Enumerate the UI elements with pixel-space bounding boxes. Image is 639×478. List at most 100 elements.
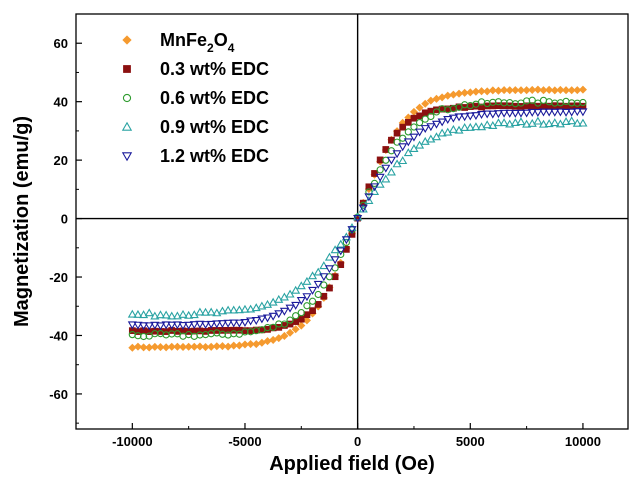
data-point <box>465 122 475 131</box>
data-point <box>420 125 430 134</box>
data-point <box>206 320 216 329</box>
data-point <box>534 99 542 107</box>
data-point <box>139 310 149 319</box>
data-point <box>393 138 401 146</box>
data-point <box>415 140 425 149</box>
data-point <box>330 256 340 265</box>
data-point <box>262 314 273 323</box>
data-point <box>313 267 323 276</box>
zero-lines <box>76 14 628 429</box>
data-point <box>465 112 475 121</box>
data-point <box>455 103 463 111</box>
data-point <box>212 342 221 351</box>
data-point <box>292 312 300 320</box>
x-axis-title: Applied field (Oe) <box>269 453 435 475</box>
data-point <box>251 303 261 312</box>
data-point <box>365 183 373 191</box>
data-point <box>320 281 328 289</box>
data-point <box>471 112 481 121</box>
data-point <box>488 86 497 95</box>
data-point <box>308 271 318 280</box>
data-point <box>505 109 515 118</box>
data-point <box>538 119 549 128</box>
data-point <box>399 134 407 142</box>
data-point <box>516 86 526 95</box>
data-point <box>567 86 576 95</box>
data-point <box>127 321 137 330</box>
data-point <box>184 342 193 351</box>
data-point <box>285 289 295 298</box>
data-point <box>184 321 194 330</box>
data-point <box>296 296 306 305</box>
data-point <box>195 307 205 316</box>
data-point <box>280 331 289 340</box>
data-point <box>133 309 143 318</box>
data-point <box>178 309 188 318</box>
data-point <box>274 334 283 343</box>
data-point <box>224 342 233 351</box>
data-point <box>150 311 160 320</box>
y-tick-label: -40 <box>49 328 68 343</box>
data-point <box>167 311 177 320</box>
data-point <box>286 328 295 337</box>
data-point <box>189 321 199 330</box>
data-point <box>427 112 435 121</box>
data-point <box>409 133 419 142</box>
data-point <box>528 85 537 94</box>
series-2 <box>128 96 587 341</box>
y-tick-label: 0 <box>61 212 68 227</box>
data-point <box>398 143 408 152</box>
data-point <box>280 320 289 328</box>
data-point <box>302 276 312 285</box>
data-point <box>522 86 531 95</box>
data-point <box>533 109 543 117</box>
data-point <box>347 226 357 235</box>
x-tick-label: 5000 <box>456 434 485 449</box>
data-point <box>567 116 577 125</box>
data-point <box>257 301 267 310</box>
data-point <box>229 319 239 328</box>
data-point <box>426 123 436 132</box>
data-point <box>313 280 323 289</box>
data-point <box>431 132 442 141</box>
data-point <box>505 119 515 128</box>
data-point <box>382 156 390 164</box>
data-point <box>516 117 526 126</box>
legend-marker <box>122 35 132 45</box>
data-point <box>567 108 577 117</box>
data-point <box>386 156 396 165</box>
y-tick-label: -60 <box>49 387 68 402</box>
data-point <box>449 90 458 99</box>
data-point <box>443 115 453 124</box>
data-point <box>376 166 384 174</box>
data-point <box>381 164 391 173</box>
data-point <box>139 343 148 352</box>
data-point <box>195 320 205 329</box>
data-point <box>460 113 470 122</box>
data-point <box>308 286 318 295</box>
data-point <box>522 119 532 128</box>
data-point <box>544 119 554 128</box>
data-point <box>178 322 188 331</box>
data-point <box>161 321 171 330</box>
data-point <box>482 110 492 119</box>
data-point <box>324 265 335 274</box>
data-point <box>274 294 284 303</box>
data-point <box>308 297 317 305</box>
data-point <box>172 311 182 320</box>
data-point <box>460 123 470 132</box>
data-point <box>223 305 233 314</box>
data-point <box>314 290 322 299</box>
data-point <box>240 318 250 327</box>
y-tick-label: -20 <box>49 270 68 285</box>
data-point <box>133 342 142 351</box>
data-point <box>206 307 216 316</box>
data-point <box>217 306 227 315</box>
data-point <box>212 320 222 329</box>
data-point <box>415 119 424 127</box>
data-point <box>330 245 340 254</box>
data-point <box>505 86 514 95</box>
data-point <box>314 301 322 308</box>
data-point <box>516 109 526 118</box>
data-point <box>252 340 261 349</box>
